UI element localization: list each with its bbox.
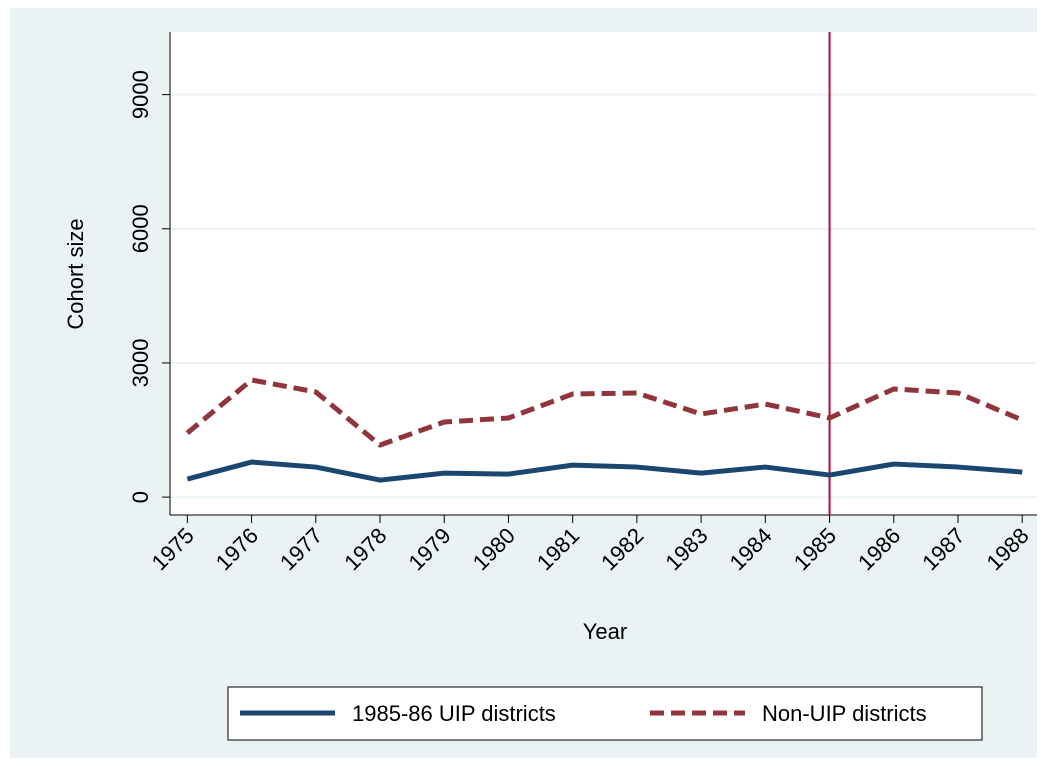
x-axis-title: Year: [583, 619, 627, 644]
data-line: [185, 377, 1024, 448]
y-tick-label: 9000: [128, 70, 153, 119]
plot-area: [170, 32, 1037, 515]
legend-label: 1985-86 UIP districts: [352, 701, 556, 726]
data-line: [186, 459, 1023, 483]
y-tick-label: 6000: [128, 204, 153, 253]
y-tick-label: 0: [128, 491, 153, 503]
y-axis-title: Cohort size: [63, 218, 88, 329]
y-tick-label: 3000: [128, 338, 153, 387]
legend: [227, 686, 983, 741]
legend-label: Non-UIP districts: [762, 701, 927, 726]
